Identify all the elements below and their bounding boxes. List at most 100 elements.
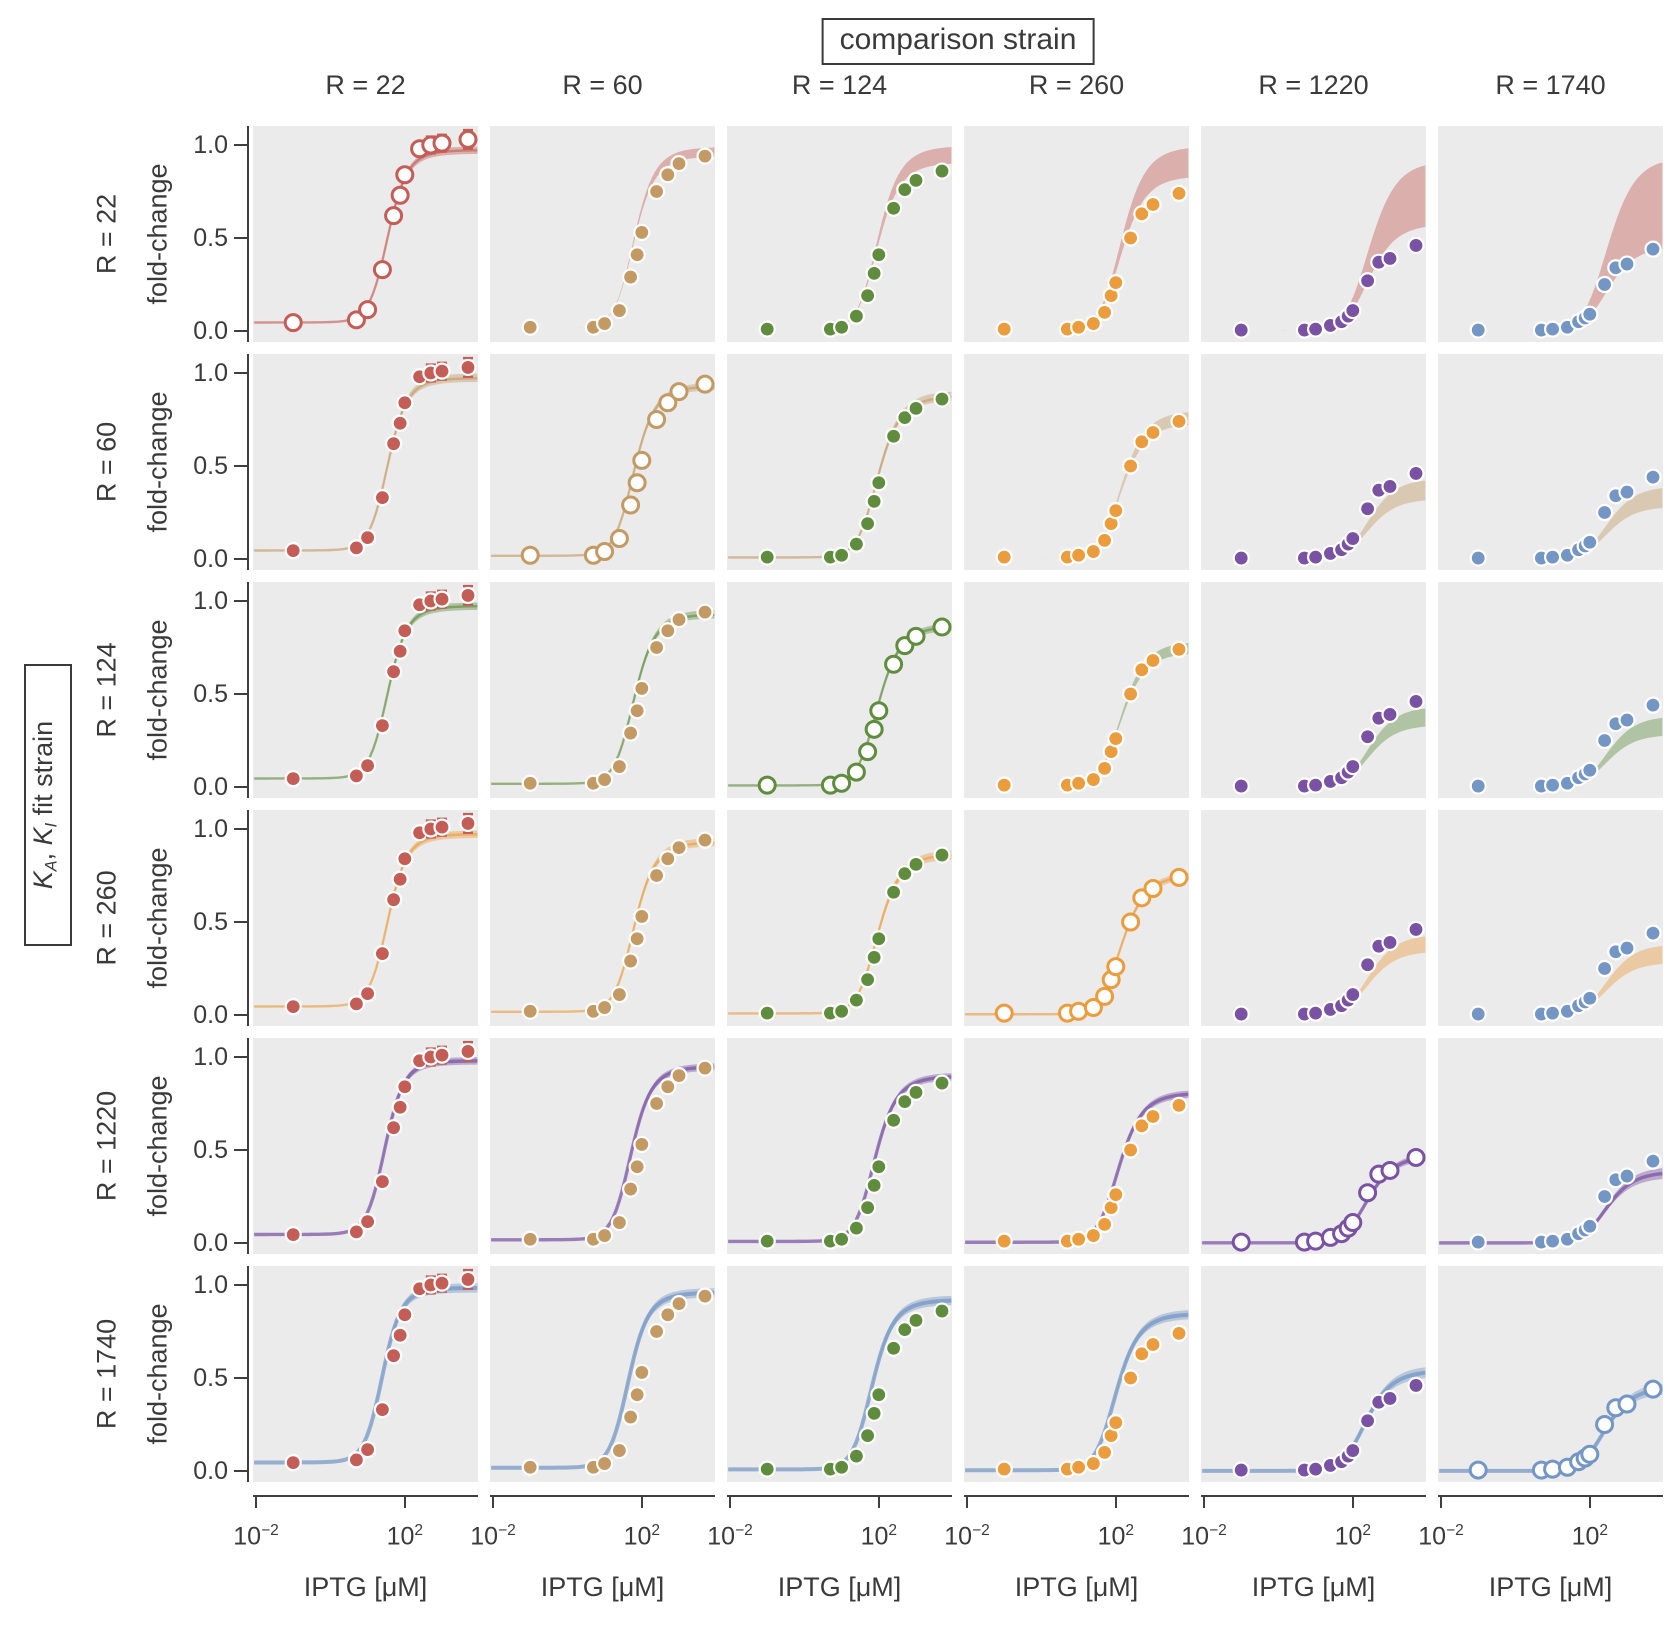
- data-point: [647, 410, 667, 429]
- data-point: [832, 1458, 851, 1476]
- x-axis-line: [964, 1495, 1189, 1497]
- data-point: [995, 1232, 1013, 1250]
- data-point: [859, 971, 877, 989]
- y-axis-spine: [247, 582, 249, 798]
- data-point: [865, 264, 883, 282]
- x-tick-label: 102: [834, 1523, 924, 1549]
- data-point: [648, 866, 666, 885]
- data-point: [865, 492, 883, 510]
- data-point: [521, 318, 539, 336]
- plot-background: [964, 810, 1189, 1026]
- x-tick-mark: [1351, 1495, 1354, 1508]
- data-point: [995, 320, 1013, 338]
- x-axis-label: IPTG [μM]: [1488, 1572, 1613, 1602]
- data-point: [1344, 1441, 1362, 1460]
- x-tick-base: 10: [1097, 1522, 1126, 1551]
- x-tick-mark: [729, 1495, 731, 1508]
- data-point: [758, 320, 776, 338]
- y-tick-label: 0.5: [193, 1136, 228, 1164]
- data-point: [832, 546, 851, 564]
- subplot-fit1220-vs60: [490, 1038, 715, 1254]
- prediction-band: [1439, 1168, 1663, 1243]
- data-point: [1069, 1230, 1088, 1248]
- x-tick-exponent: −2: [972, 1522, 990, 1539]
- data-point: [1407, 692, 1425, 711]
- plot-background: [1201, 354, 1426, 570]
- data-point: [1107, 274, 1125, 292]
- x-tick-exponent: 2: [651, 1522, 661, 1539]
- x-tick-mark: [1203, 1495, 1205, 1508]
- y-tick-label: 0.0: [193, 317, 228, 345]
- data-point: [628, 246, 646, 264]
- data-point: [595, 1454, 614, 1473]
- plot-background: [964, 1038, 1189, 1254]
- data-point: [1069, 1458, 1088, 1476]
- data-point: [610, 1213, 629, 1232]
- subplot-fit22-vs1220: [1201, 126, 1426, 342]
- y-tick-label: 0.0: [193, 1001, 228, 1029]
- data-point: [648, 1094, 666, 1113]
- data-point: [1170, 640, 1188, 658]
- y-tick-label: 1.0: [193, 359, 228, 387]
- data-point: [459, 358, 477, 377]
- x-tick-exponent: −2: [498, 1522, 516, 1539]
- x-tick-base: 10: [707, 1522, 736, 1551]
- data-point: [758, 1232, 776, 1250]
- subplot-fit1740-vs22: [253, 1266, 478, 1482]
- data-point: [865, 1176, 883, 1194]
- data-point: [1170, 1324, 1188, 1342]
- x-axis-line: [1201, 1495, 1426, 1497]
- data-point: [847, 991, 866, 1009]
- data-point: [659, 622, 677, 640]
- plot-background: [1201, 1266, 1426, 1482]
- plot-background: [1201, 582, 1426, 798]
- data-point: [896, 409, 914, 427]
- data-point: [521, 1002, 539, 1020]
- x-tick-exponent: 2: [1599, 1522, 1609, 1539]
- data-point: [859, 1199, 877, 1217]
- data-point: [696, 831, 714, 849]
- fit-strain-label-segment: fit strain: [28, 720, 58, 823]
- data-point: [1143, 879, 1163, 899]
- x-tick-mark: [877, 1495, 880, 1508]
- data-point: [633, 679, 651, 698]
- data-point: [347, 767, 366, 785]
- data-point: [347, 995, 366, 1013]
- subplot-fit22-vs60: [490, 126, 715, 342]
- data-point: [459, 1270, 477, 1289]
- data-point: [1133, 433, 1151, 451]
- data-point: [1469, 1233, 1487, 1251]
- data-point: [284, 998, 302, 1016]
- data-point: [633, 1363, 651, 1382]
- x-tick-exponent: −2: [1209, 1522, 1227, 1539]
- data-point: [1406, 1147, 1426, 1167]
- subplot-fit1220-vs1220: [1201, 1038, 1426, 1254]
- data-point: [695, 374, 715, 394]
- row-label-60: R = 60: [91, 421, 122, 503]
- data-point: [521, 1230, 539, 1248]
- y-tick-label: 0.5: [193, 452, 228, 480]
- data-point: [395, 165, 415, 185]
- x-tick-label: 10−2: [1396, 1523, 1486, 1549]
- y-axis-spine: [247, 1266, 249, 1482]
- data-point: [284, 1454, 302, 1472]
- data-point: [1596, 503, 1614, 522]
- subplot-fit60-vs124: [727, 354, 952, 570]
- data-point: [396, 622, 414, 640]
- data-point: [648, 1322, 666, 1341]
- x-tick-base: 10: [1334, 1522, 1363, 1551]
- data-point: [1344, 985, 1362, 1004]
- data-point: [933, 1302, 951, 1320]
- data-point: [622, 1408, 640, 1426]
- data-point: [1596, 275, 1614, 294]
- data-point: [1543, 1232, 1562, 1250]
- fit-strain-label-segment: K: [28, 827, 58, 846]
- data-point: [1469, 777, 1487, 795]
- prediction-band: [1202, 165, 1426, 331]
- y-axis-spine: [247, 810, 249, 1026]
- data-point: [609, 529, 629, 549]
- plot-background: [1438, 354, 1663, 570]
- col-header-1220: R = 1220: [1258, 70, 1369, 100]
- y-tick-label: 0.0: [193, 1457, 228, 1485]
- data-point: [1407, 464, 1425, 483]
